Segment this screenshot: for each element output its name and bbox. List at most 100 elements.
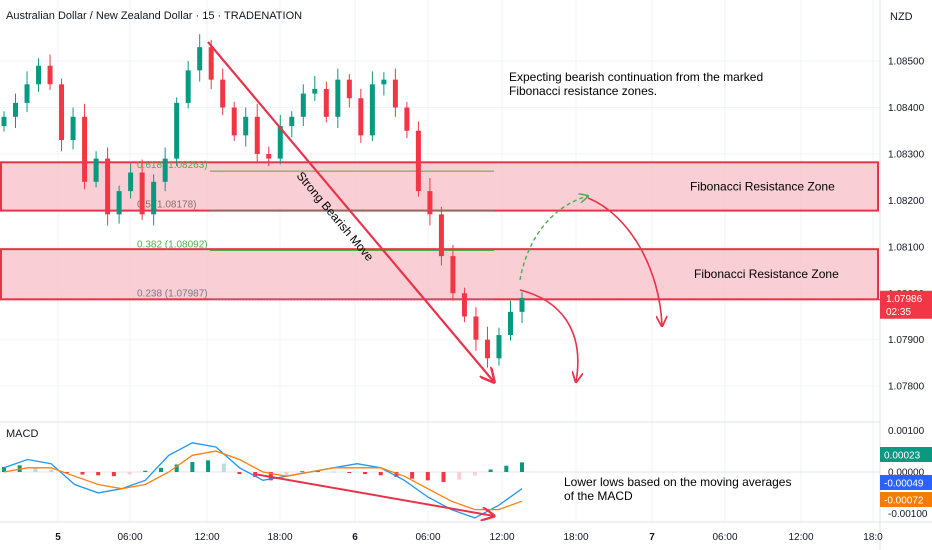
- time-tick-label: 6: [352, 532, 358, 543]
- candle-body: [208, 47, 214, 80]
- price-tick-label: 1.08400: [888, 103, 925, 114]
- candle-body: [197, 47, 203, 71]
- candle-body: [404, 107, 410, 131]
- macd-hist-bar: [221, 463, 226, 472]
- candle-body: [82, 116, 88, 182]
- fib-label: 0.618 (1.08263): [137, 160, 208, 171]
- candle-body: [450, 256, 456, 294]
- macd-hist-bar: [520, 462, 524, 472]
- macd-note-line-2: of the MACD: [564, 489, 633, 503]
- candle-body: [519, 297, 525, 312]
- candle-body: [13, 102, 19, 117]
- candle-body: [277, 126, 283, 159]
- time-tick-label: 06:00: [712, 532, 737, 543]
- zones: Fibonacci Resistance Zone Fibonacci Resis…: [0, 161, 879, 301]
- macd-hist-bar: [457, 472, 462, 480]
- time-tick-label: 18:00: [563, 532, 588, 543]
- macd-hist-bar: [488, 469, 493, 472]
- candle-body: [151, 181, 157, 215]
- macd-hist-bar: [174, 464, 179, 472]
- candle-body: [300, 93, 306, 117]
- candle-body: [438, 214, 444, 257]
- candle-body: [1, 116, 7, 127]
- candle-body: [231, 107, 237, 136]
- macd-hist-bar: [410, 472, 415, 479]
- macd-hist-bar: [284, 472, 289, 477]
- time-tick-label: 18:0: [863, 532, 883, 543]
- macd-line: [3, 442, 523, 519]
- candle-body: [507, 311, 513, 336]
- time-tick-label: 06:00: [415, 532, 440, 543]
- macd-hist-bar: [2, 466, 6, 472]
- price-tick-label: 1.08300: [888, 149, 925, 160]
- candle-body: [473, 316, 479, 340]
- zone-label: Fibonacci Resistance Zone: [694, 267, 839, 281]
- time-axis[interactable]: 5 06:00 12:00 18:00 6 06:00 12:00 18:00 7 06:00 12…: [55, 532, 883, 543]
- macd-tick-label: 0.00000: [888, 468, 925, 479]
- price-tick-label: 1.08500: [888, 57, 925, 68]
- candle-body: [47, 65, 53, 85]
- macd-hist-bar: [472, 472, 477, 476]
- candle-body: [415, 130, 421, 192]
- macd-hist-bar: [237, 472, 242, 475]
- zone-label: Fibonacci Resistance Zone: [690, 179, 835, 193]
- note-line-2: Fibonacci resistance zones.: [509, 84, 657, 98]
- macd-hist-bar: [96, 472, 101, 476]
- macd-hist-bar: [127, 472, 132, 475]
- macd-hist-bar: [441, 472, 446, 483]
- macd-hist-bar: [206, 460, 211, 472]
- fib-label: 0.238 (1.07987): [137, 288, 208, 299]
- candle-body: [312, 88, 318, 94]
- candle-body: [496, 335, 502, 359]
- candle-body: [369, 84, 375, 136]
- projection-arrow-1: [519, 289, 578, 382]
- candle-body: [427, 191, 433, 215]
- time-tick-label: 12:00: [788, 532, 813, 543]
- signal-line: [3, 450, 523, 511]
- candle-body: [335, 79, 341, 117]
- macd-hist-bar: [190, 461, 195, 472]
- macd-hist-bar: [111, 472, 116, 477]
- macd-tick-label: 0.00100: [888, 426, 925, 437]
- candle-body: [254, 116, 260, 154]
- candle-body: [70, 116, 76, 141]
- time-tick-label: 7: [649, 532, 655, 543]
- candle-body: [484, 339, 490, 359]
- candle-body: [116, 191, 122, 215]
- chart-title: Australian Dollar / New Zealand Dollar ·…: [6, 10, 302, 22]
- candle-body: [59, 84, 65, 141]
- time-tick-label: 12:00: [489, 532, 514, 543]
- macd-hist-bar: [504, 465, 509, 472]
- macd-hist-bar: [347, 472, 352, 473]
- macd-note-line-1: Lower lows based on the moving averages: [564, 475, 791, 489]
- price-tick-label: 1.07800: [888, 382, 925, 393]
- price-axis[interactable]: 1.085001.084001.083001.082001.081001.080…: [880, 57, 932, 393]
- macd-hist-bar: [64, 472, 69, 473]
- candle-body: [381, 79, 387, 85]
- resistance-zone: [0, 248, 879, 301]
- macd-hist-bar: [425, 472, 430, 481]
- candles: [0, 34, 880, 368]
- macd-divergence-arrow: [253, 473, 494, 516]
- candle-body: [185, 70, 191, 103]
- macd-hist-bar: [33, 467, 38, 472]
- macd-pane: [0, 442, 880, 519]
- price-tick-label: 1.08200: [888, 196, 925, 207]
- macd-hist-bar: [49, 469, 54, 472]
- last-price-value: 1.07986: [886, 294, 923, 305]
- candle-body: [346, 79, 352, 99]
- macd-hist-bar: [331, 471, 336, 473]
- currency-label: NZD: [890, 11, 913, 23]
- time-tick-label: 5: [55, 532, 61, 543]
- candle-body: [392, 79, 398, 108]
- candle-body: [105, 158, 111, 215]
- candle-body: [323, 88, 329, 117]
- candle-body: [358, 98, 364, 136]
- candle-body: [36, 65, 42, 85]
- macd-title: MACD: [6, 428, 38, 440]
- last-price-countdown: 02:35: [886, 307, 911, 318]
- candle-body: [243, 116, 249, 136]
- macd-hist-bar: [300, 471, 305, 473]
- macd-value-badge: [880, 492, 932, 507]
